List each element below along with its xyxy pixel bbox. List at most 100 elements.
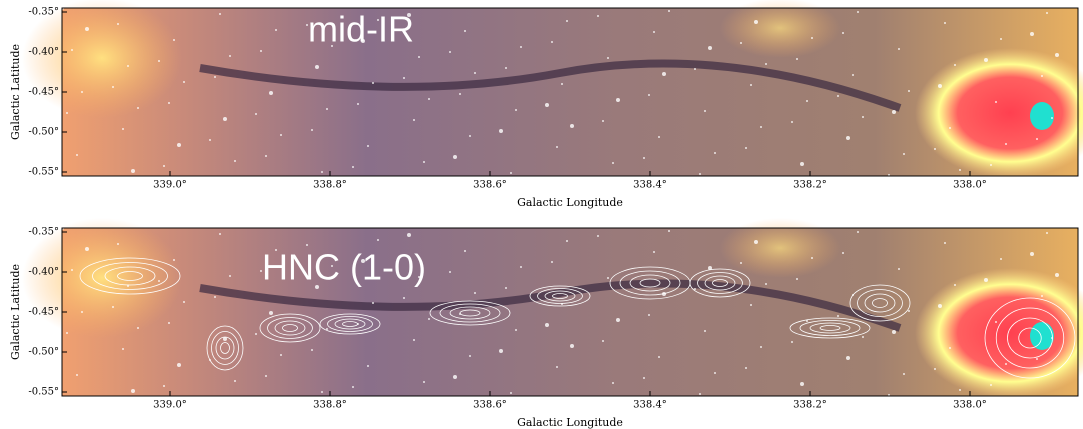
star <box>791 341 793 343</box>
star <box>556 366 558 368</box>
star <box>714 372 716 374</box>
star <box>545 103 549 107</box>
y-axis-label: Galactic Latitude <box>9 264 22 360</box>
star <box>234 380 236 382</box>
star <box>449 51 451 53</box>
star <box>510 392 512 394</box>
star <box>499 349 503 353</box>
star <box>857 231 859 233</box>
star <box>570 344 574 348</box>
star <box>750 84 752 86</box>
star <box>944 242 946 244</box>
star <box>1030 32 1034 36</box>
star <box>938 84 942 88</box>
star <box>469 135 471 137</box>
star <box>903 153 905 155</box>
star <box>214 296 216 298</box>
star <box>934 148 936 150</box>
star <box>173 39 175 41</box>
star <box>796 278 798 280</box>
star <box>177 363 181 367</box>
panel: 339.0°338.8°338.6°338.4°338.2°338.0°-0.3… <box>9 0 1083 209</box>
star <box>223 117 227 121</box>
star <box>499 129 503 133</box>
star <box>934 368 936 370</box>
star <box>321 171 323 173</box>
star <box>131 389 135 393</box>
page: {"chart_data": [ {"type": "image", "titl… <box>0 0 1083 429</box>
star <box>229 55 231 57</box>
star <box>607 277 609 279</box>
star <box>1000 38 1002 40</box>
x-tick-label: 338.2° <box>793 180 827 191</box>
star <box>760 126 762 128</box>
star <box>177 143 181 147</box>
star <box>321 391 323 393</box>
star <box>765 63 767 65</box>
star <box>668 230 670 232</box>
x-axis-label: Galactic Longitude <box>517 416 623 429</box>
star <box>510 172 512 174</box>
star <box>1055 273 1059 277</box>
star <box>158 60 160 62</box>
star <box>566 20 568 22</box>
star <box>1005 143 1007 145</box>
star <box>653 31 655 33</box>
star <box>81 91 83 93</box>
star <box>699 393 701 395</box>
star <box>949 347 951 349</box>
star <box>311 349 313 351</box>
star <box>520 266 522 268</box>
star <box>515 109 517 111</box>
star <box>862 116 864 118</box>
star <box>990 164 992 166</box>
star <box>668 10 670 12</box>
star <box>1051 117 1053 119</box>
y-tick-label: -0.55° <box>28 167 59 178</box>
star <box>315 65 319 69</box>
x-tick-label: 338.0° <box>953 400 987 411</box>
star <box>66 112 68 114</box>
star <box>811 37 813 39</box>
star <box>127 65 129 67</box>
star <box>520 46 522 48</box>
star <box>566 240 568 242</box>
star <box>862 336 864 338</box>
star <box>800 162 804 166</box>
star <box>122 348 124 350</box>
star <box>158 280 160 282</box>
y-tick-label: -0.40° <box>28 267 59 278</box>
star <box>1041 295 1043 297</box>
star <box>453 375 457 379</box>
star <box>561 83 563 85</box>
star <box>428 98 430 100</box>
star <box>66 332 68 334</box>
star <box>837 315 839 317</box>
star <box>959 169 961 171</box>
y-tick-label: -0.55° <box>28 387 59 398</box>
star <box>260 50 262 52</box>
star <box>428 318 430 320</box>
star <box>653 251 655 253</box>
star <box>275 29 277 31</box>
cyan-patch <box>1030 102 1054 130</box>
star <box>959 389 961 391</box>
star <box>214 76 216 78</box>
star <box>265 375 267 377</box>
star <box>112 86 114 88</box>
panel: 339.0°338.8°338.6°338.4°338.2°338.0°-0.3… <box>9 218 1083 429</box>
star <box>403 77 405 79</box>
star <box>423 161 425 163</box>
star <box>699 173 701 175</box>
star <box>229 275 231 277</box>
star <box>163 385 165 387</box>
star <box>255 333 257 335</box>
star <box>545 323 549 327</box>
star <box>694 288 696 290</box>
star <box>423 381 425 383</box>
star <box>453 155 457 159</box>
star <box>658 356 660 358</box>
star <box>413 339 415 341</box>
star <box>846 356 850 360</box>
star <box>407 233 411 237</box>
